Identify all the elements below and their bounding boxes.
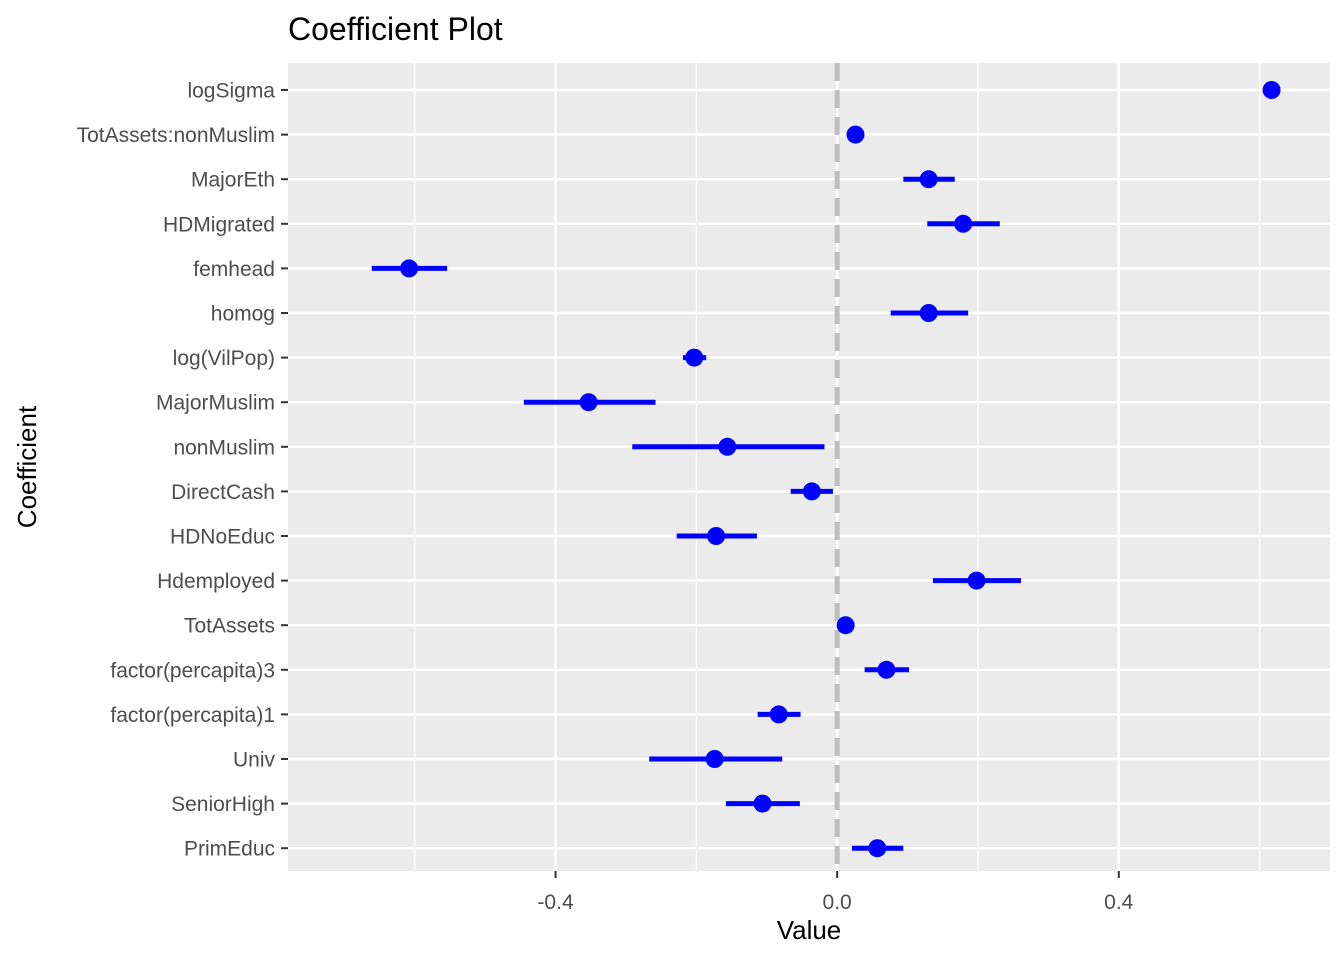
coefficient-point [707, 527, 726, 545]
coefficient-point [705, 750, 724, 768]
y-tick-label: HDNoEduc [170, 526, 275, 549]
coefficient-point [400, 259, 419, 278]
y-tick-label: TotAssets [184, 615, 275, 638]
coefficient-point [685, 348, 704, 367]
chart-title: Coefficient Plot [288, 11, 503, 47]
y-tick-label: homog [211, 303, 275, 326]
coefficient-point [919, 304, 938, 322]
x-axis-ticks: -0.4 0.0 0.4 [537, 871, 1134, 914]
coefficient-point [769, 705, 788, 724]
y-axis-ticks: logSigma TotAssets:nonMuslim MajorEth HDMig… [77, 80, 288, 861]
plot-panel [288, 63, 1330, 871]
coefficient-points [400, 81, 1281, 858]
y-tick-label: MajorMuslim [156, 392, 275, 415]
coefficient-point [967, 571, 986, 590]
coefficient-point [877, 660, 896, 679]
y-tick-label: SeniorHigh [171, 793, 275, 816]
y-tick-label: PrimEduc [184, 838, 275, 861]
y-tick-label: factor(percapita)3 [110, 659, 275, 682]
y-tick-label: MajorEth [191, 169, 275, 192]
coefficient-point [718, 437, 737, 456]
y-tick-label: TotAssets:nonMuslim [77, 124, 275, 147]
grid-lines [288, 63, 1330, 871]
x-tick-label: 0.0 [823, 891, 852, 914]
y-tick-label: factor(percapita)1 [110, 704, 275, 727]
x-tick-label: -0.4 [537, 891, 574, 914]
coefficient-point [846, 125, 865, 144]
y-tick-label: Hdemployed [157, 570, 275, 593]
coefficient-point [954, 214, 973, 233]
coefficient-point [1262, 81, 1281, 99]
coefficient-point [753, 794, 772, 813]
coefficient-point [919, 170, 938, 189]
y-tick-label: nonMuslim [173, 436, 275, 459]
coefficient-point [579, 393, 598, 412]
x-tick-label: 0.4 [1104, 891, 1134, 914]
y-tick-label: femhead [193, 258, 275, 281]
coefficient-point [802, 482, 821, 501]
y-tick-label: log(VilPop) [173, 347, 275, 370]
coefficient-point [836, 616, 855, 635]
x-axis-title: Value [777, 915, 842, 945]
y-axis-title: Coefficient [12, 405, 42, 528]
y-tick-label: DirectCash [171, 481, 275, 504]
y-tick-label: logSigma [187, 80, 275, 103]
y-tick-label: Univ [233, 749, 276, 772]
coefficient-point [868, 839, 887, 858]
y-tick-label: HDMigrated [163, 213, 275, 236]
